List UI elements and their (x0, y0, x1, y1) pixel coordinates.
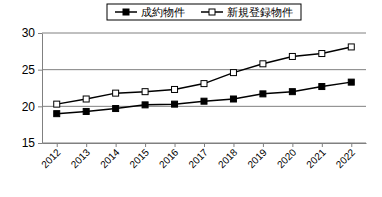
point (113, 106, 119, 112)
point (201, 81, 207, 87)
point (54, 101, 60, 107)
legend-box (107, 4, 301, 20)
point (201, 98, 207, 104)
point (348, 44, 354, 50)
x-tick: 2017 (186, 143, 210, 170)
legend-label: 新規登録物件 (227, 6, 293, 18)
y-tick-label: 15 (22, 136, 36, 150)
grid (42, 33, 366, 143)
point (172, 86, 178, 92)
x-tick-mark (86, 143, 87, 147)
point (319, 84, 325, 90)
x-tick: 2019 (245, 143, 269, 170)
y-tick-mark (38, 106, 42, 107)
x-tick-label: 2015 (127, 146, 151, 170)
chart: 15 20 25 30 20122013201420152016201720182019… (0, 0, 382, 197)
x-tick-mark (145, 143, 146, 147)
y-tick-label: 30 (22, 26, 36, 40)
y-axis-line (42, 34, 43, 144)
point (348, 79, 354, 85)
point (172, 101, 178, 107)
point (54, 111, 60, 117)
x-tick: 2013 (69, 143, 93, 170)
x-tick-label: 2019 (245, 146, 269, 170)
x-tick: 2016 (157, 143, 181, 170)
x-tick: 2018 (216, 143, 240, 170)
point (319, 51, 325, 57)
point (260, 61, 266, 67)
x-tick: 2015 (127, 143, 151, 170)
y-tick: 15 (22, 136, 42, 150)
x-tick-label: 2016 (157, 146, 181, 170)
point (230, 96, 236, 102)
y-tick-mark (38, 70, 42, 71)
y-tick: 25 (22, 63, 42, 77)
point (83, 96, 89, 102)
legend-item: 新規登録物件 (201, 6, 293, 18)
series (54, 79, 355, 117)
plot: 15 20 25 30 20122013201420152016201720182019… (22, 26, 367, 170)
x-tick-mark (204, 143, 205, 147)
y-tick-mark (38, 33, 42, 34)
y-tick-label: 25 (22, 63, 36, 77)
y-tick-mark (38, 143, 42, 144)
point (83, 108, 89, 114)
point (260, 91, 266, 97)
legend-marker (123, 9, 129, 15)
x-tick: 2021 (304, 143, 328, 170)
series (54, 44, 355, 107)
y-tick: 30 (22, 26, 42, 40)
legend-item: 成約物件 (115, 6, 185, 18)
x-tick-mark (116, 143, 117, 147)
grid-line (42, 69, 366, 70)
legend-marker (209, 9, 215, 15)
x-axis: 2012201320142015201620172018201920202021… (39, 143, 366, 170)
x-tick-label: 2018 (216, 146, 240, 170)
x-tick-mark (233, 143, 234, 147)
series-line (57, 47, 352, 104)
grid-line (42, 33, 366, 34)
x-tick-label: 2021 (304, 146, 328, 170)
x-tick-label: 2013 (69, 146, 93, 170)
point (142, 89, 148, 95)
legend-label: 成約物件 (141, 6, 185, 18)
legend: 成約物件 新規登録物件 (107, 4, 301, 20)
x-tick-label: 2020 (275, 146, 299, 170)
point (289, 53, 295, 59)
y-tick: 20 (22, 100, 42, 114)
x-tick-label: 2017 (186, 146, 210, 170)
x-tick-label: 2014 (98, 146, 122, 170)
point (289, 89, 295, 95)
x-tick-mark (292, 143, 293, 147)
marks (54, 44, 355, 117)
x-tick-mark (175, 143, 176, 147)
x-tick-mark (57, 143, 58, 147)
x-tick-label: 2022 (334, 146, 358, 170)
x-tick: 2020 (275, 143, 299, 170)
y-tick-label: 20 (22, 100, 36, 114)
x-tick-mark (263, 143, 264, 147)
y-axis: 15 20 25 30 (22, 26, 43, 150)
x-tick-mark (322, 143, 323, 147)
x-tick-mark (351, 143, 352, 147)
grid-line (42, 106, 366, 107)
x-tick-label: 2012 (39, 146, 63, 170)
point (230, 70, 236, 76)
x-tick: 2022 (334, 143, 358, 170)
x-tick: 2012 (39, 143, 63, 170)
point (142, 102, 148, 108)
point (113, 90, 119, 96)
x-tick: 2014 (98, 143, 122, 170)
